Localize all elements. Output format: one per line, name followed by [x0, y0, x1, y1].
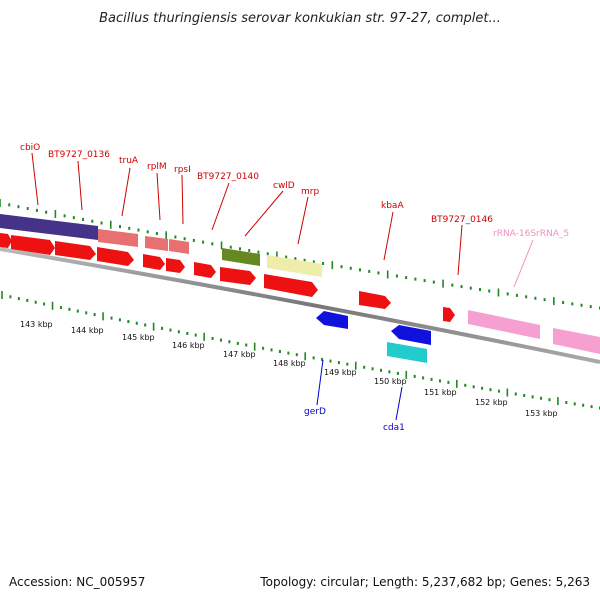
feature-bt9727-0136[interactable]: [98, 229, 138, 247]
kbp-label: 148 kbp: [273, 359, 306, 368]
gene-label-rrna-16srrna-5[interactable]: rRNA-16SrRNA_5: [493, 229, 569, 239]
gene-labels-bottom: gerD cda1: [304, 407, 405, 433]
cds-arrow[interactable]: [11, 235, 55, 255]
feature-track-top: [0, 214, 600, 354]
cds-track: [0, 233, 455, 322]
feature-rpsi[interactable]: [169, 239, 189, 254]
leader-line: [156, 172, 161, 221]
backbone-line: [0, 247, 600, 364]
cds-arrow[interactable]: [143, 254, 165, 270]
kbp-label: 144 kbp: [71, 326, 104, 335]
leader-line: [457, 224, 463, 276]
kbp-label: 152 kbp: [475, 398, 508, 407]
feature-rrna-2[interactable]: [553, 328, 600, 354]
leader-lines: [31, 152, 534, 421]
leader-line: [297, 196, 309, 245]
kbp-labels: 143 kbp 144 kbp 145 kbp 146 kbp 147 kbp …: [20, 320, 558, 418]
cds-arrow[interactable]: [55, 241, 96, 260]
kbp-label: 147 kbp: [223, 350, 256, 359]
leader-line: [77, 160, 83, 211]
leader-line: [31, 152, 39, 206]
cds-arrow[interactable]: [443, 307, 455, 322]
feature-rplm[interactable]: [145, 236, 168, 251]
leader-line: [316, 359, 324, 406]
gene-label-bt9727-0140[interactable]: BT9727_0140: [197, 172, 259, 182]
feature-cda1[interactable]: [387, 342, 427, 363]
cds-arrow[interactable]: [359, 291, 391, 309]
leader-line: [211, 182, 230, 231]
gene-label-rplm[interactable]: rplM: [147, 162, 167, 172]
cds-arrow[interactable]: [0, 233, 12, 248]
leader-line: [513, 239, 534, 288]
kbp-label: 149 kbp: [324, 368, 357, 377]
gene-label-cda1[interactable]: cda1: [383, 423, 405, 433]
kbp-label: 151 kbp: [424, 388, 457, 397]
gene-label-cbio[interactable]: cbiO: [20, 143, 40, 153]
feature-misc-purple[interactable]: [0, 214, 98, 240]
gene-labels-top: cbiO BT9727_0136 truA rplM rpsI BT9727_0…: [20, 143, 569, 239]
feature-cwld[interactable]: [222, 248, 260, 266]
gene-label-gerd[interactable]: gerD: [304, 407, 326, 417]
gene-label-trua[interactable]: truA: [119, 156, 139, 166]
kbp-label: 146 kbp: [172, 341, 205, 350]
feature-blue-2[interactable]: [391, 325, 431, 345]
summary-label: Topology: circular; Length: 5,237,682 bp…: [259, 575, 590, 589]
leader-line: [383, 211, 394, 261]
leader-line: [395, 386, 403, 421]
accession-label: Accession: NC_005957: [9, 575, 145, 589]
feature-gerd[interactable]: [316, 311, 348, 329]
feature-track-bottom: [316, 311, 431, 363]
cds-arrow[interactable]: [166, 258, 185, 273]
leader-line: [181, 174, 184, 225]
feature-mrp[interactable]: [267, 255, 322, 277]
gene-label-rpsi[interactable]: rpsI: [174, 165, 191, 175]
kbp-label: 145 kbp: [122, 333, 155, 342]
feature-rrna-1[interactable]: [468, 310, 540, 339]
gene-label-bt9727-0136[interactable]: BT9727_0136: [48, 150, 110, 160]
lower-tick-ring: [1, 291, 600, 410]
gene-label-mrp[interactable]: mrp: [301, 187, 319, 197]
leader-line: [121, 167, 131, 217]
leader-line: [244, 190, 284, 237]
cds-arrow[interactable]: [97, 247, 134, 266]
upper-tick-ring: [0, 199, 600, 310]
gene-label-kbaa[interactable]: kbaA: [381, 201, 404, 211]
kbp-label: 143 kbp: [20, 320, 53, 329]
cds-arrow[interactable]: [264, 274, 318, 297]
gene-label-cwld[interactable]: cwlD: [273, 181, 295, 191]
cds-arrow[interactable]: [220, 267, 256, 285]
gene-label-bt9727-0146[interactable]: BT9727_0146: [431, 215, 493, 225]
map-title: Bacillus thuringiensis serovar konkukian…: [99, 11, 501, 26]
cds-arrow[interactable]: [194, 262, 216, 278]
kbp-label: 150 kbp: [374, 377, 407, 386]
kbp-label: 153 kbp: [525, 409, 558, 418]
